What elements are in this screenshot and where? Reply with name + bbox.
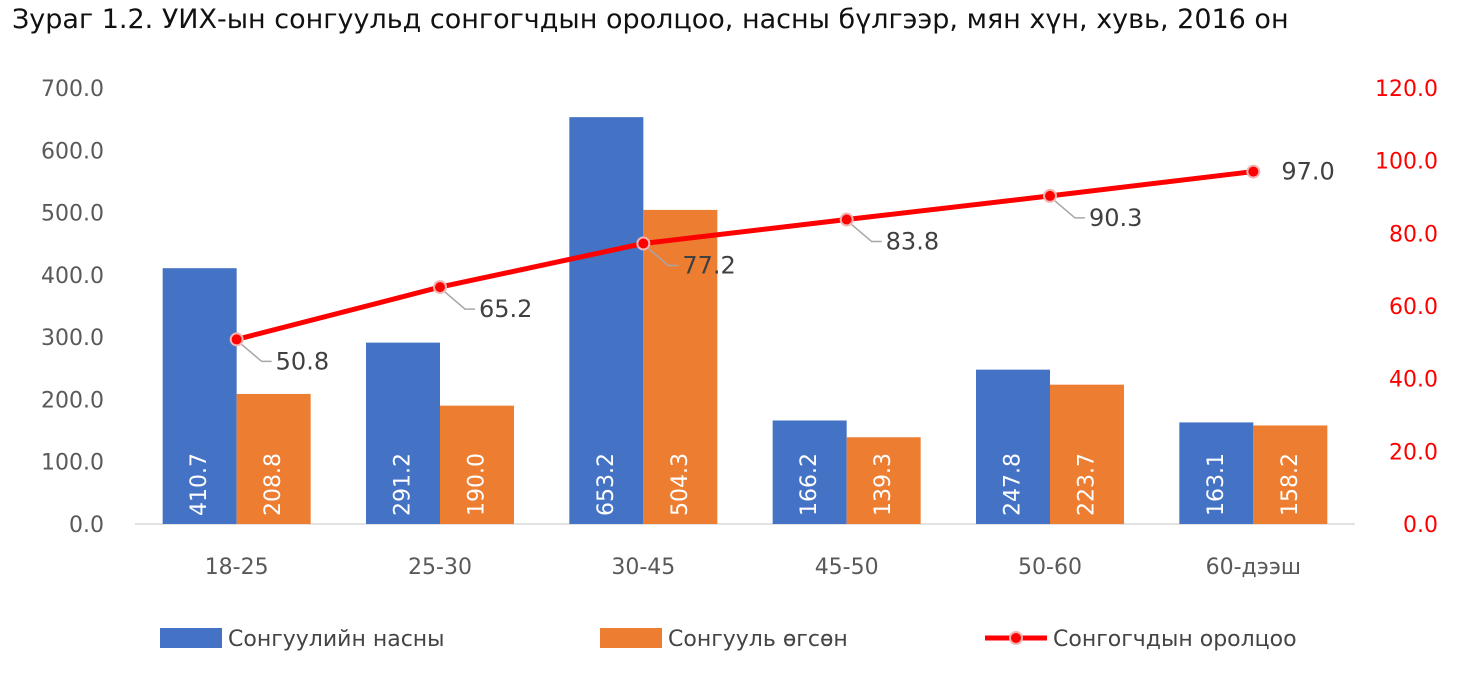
legend-marker [1009, 631, 1023, 645]
legend-label: Сонгогчдын оролцоо [1053, 627, 1297, 652]
line-data-label: 77.2 [682, 252, 735, 280]
y-right-tick-label: 100.0 [1375, 150, 1438, 175]
line-data-label: 65.2 [479, 295, 532, 323]
bar-data-label: 223.7 [1075, 453, 1100, 516]
line-data-label: 90.3 [1089, 204, 1142, 232]
y-right-tick-label: 0.0 [1403, 513, 1438, 538]
line-point [839, 212, 854, 227]
line-point [636, 236, 651, 251]
bar-data-label: 410.7 [187, 453, 212, 516]
y-left-tick-label: 600.0 [41, 139, 104, 164]
legend-label: Сонгууль өгсөн [668, 627, 848, 652]
line-point [1246, 164, 1261, 179]
x-tick-label: 18-25 [205, 555, 269, 580]
bar-data-label: 166.2 [797, 453, 822, 516]
y-left-tick-label: 200.0 [41, 388, 104, 413]
label-leader [1054, 200, 1085, 219]
y-right-tick-label: 80.0 [1389, 222, 1438, 247]
legend-label: Сонгуулийн насны [228, 627, 445, 652]
bar-data-label: 163.1 [1204, 453, 1229, 516]
bar-data-label: 653.2 [594, 453, 619, 516]
x-tick-label: 45-50 [815, 555, 879, 580]
bar-data-label: 190.0 [465, 453, 490, 516]
bar-data-label: 139.3 [871, 453, 896, 516]
y-right-tick-label: 120.0 [1375, 77, 1438, 102]
legend: Сонгуулийн насны Сонгууль өгсөн Сонгогчдын… [160, 627, 1297, 652]
x-tick-label: 50-60 [1018, 555, 1082, 580]
x-tick-label: 25-30 [408, 555, 472, 580]
label-leader [647, 247, 679, 267]
label-leader [444, 291, 475, 310]
x-tick-label: 60-дээш [1206, 555, 1301, 580]
bar [846, 437, 921, 524]
bar [440, 405, 514, 524]
bar-data-label: 158.2 [1278, 453, 1303, 516]
line-data-label: 50.8 [276, 347, 329, 375]
y-left-tick-label: 0.0 [69, 513, 104, 538]
y-right-tick-label: 20.0 [1389, 440, 1438, 465]
bar [1179, 422, 1254, 524]
bar [1050, 384, 1124, 524]
bar-series-group: 410.7 208.8 291.2 190.0 653.2 504.3 166.2 139.3… [162, 117, 1328, 525]
bar [162, 268, 237, 524]
y-left-tick-label: 400.0 [41, 264, 104, 289]
line-point [229, 332, 244, 347]
bar-data-label: 504.3 [668, 453, 693, 516]
bar [976, 369, 1050, 524]
label-leader [851, 223, 882, 243]
line-data-label: 83.8 [886, 228, 939, 256]
legend-swatch [160, 628, 222, 648]
bar-data-label: 247.8 [1001, 453, 1026, 516]
bar [643, 209, 718, 525]
legend-swatch [600, 628, 662, 648]
bar [366, 342, 440, 524]
x-axis: 18-25 25-30 30-45 45-50 50-60 60-дээш [205, 555, 1301, 580]
y-right-tick-label: 40.0 [1389, 368, 1438, 393]
label-leader [241, 343, 272, 363]
bar-data-label: 291.2 [391, 453, 416, 516]
y-right-axis: 0.0 20.0 40.0 60.0 80.0 100.0 120.0 [1375, 77, 1438, 538]
y-left-tick-label: 500.0 [41, 202, 104, 227]
line-series [236, 169, 1254, 342]
x-tick-label: 30-45 [611, 555, 675, 580]
y-left-axis: 0.0 100.0 200.0 300.0 400.0 500.0 600.0 700.0 [41, 77, 104, 538]
line-point [1043, 188, 1057, 203]
bar [772, 420, 847, 524]
chart-title: Зураг 1.2. УИХ-ын сонгуульд сонгогчдын о… [12, 4, 1289, 35]
y-left-tick-label: 100.0 [41, 451, 104, 476]
line-series-group: 50.8 65.2 77.2 83.8 90.3 97.0 [229, 158, 1335, 375]
bar-data-label: 208.8 [261, 453, 286, 516]
line-data-label: 97.0 [1281, 158, 1334, 186]
bar [236, 393, 311, 524]
line-point [433, 280, 447, 295]
y-left-tick-label: 700.0 [41, 77, 104, 102]
bar [1253, 425, 1328, 524]
bar [569, 117, 644, 524]
y-left-tick-label: 300.0 [41, 326, 104, 351]
y-right-tick-label: 60.0 [1389, 295, 1438, 320]
